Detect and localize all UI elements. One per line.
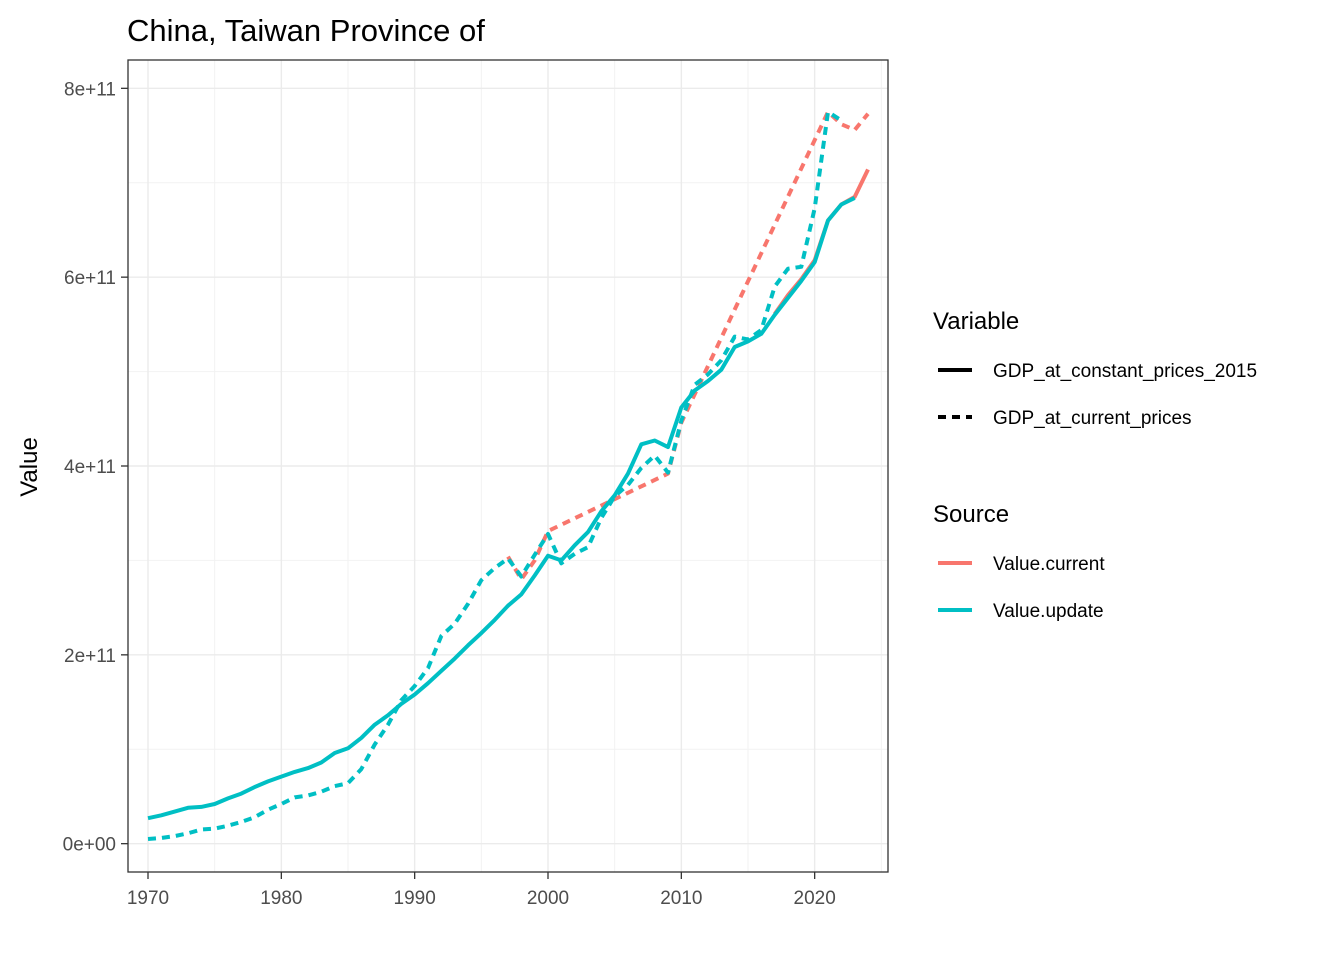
legend-label-value-current: Value.current bbox=[993, 554, 1105, 575]
gridlines bbox=[128, 60, 888, 872]
legend-label-current-prices: GDP_at_current_prices bbox=[993, 408, 1192, 429]
x-tick-label: 2000 bbox=[527, 888, 569, 909]
x-axis: 1970 1980 1990 2000 2010 2020 bbox=[127, 872, 836, 909]
x-tick-label: 2020 bbox=[794, 888, 836, 909]
legend-label-constant-prices: GDP_at_constant_prices_2015 bbox=[993, 361, 1257, 382]
y-tick-label: 6e+11 bbox=[64, 268, 116, 289]
y-tick-label: 8e+11 bbox=[64, 79, 116, 100]
chart-title: China, Taiwan Province of bbox=[127, 13, 485, 48]
x-tick-label: 1990 bbox=[394, 888, 436, 909]
x-tick-label: 2010 bbox=[660, 888, 702, 909]
series-lines bbox=[147, 109, 870, 841]
x-tick-label: 1980 bbox=[260, 888, 302, 909]
y-axis: 0e+00 2e+11 4e+11 6e+11 8e+11 bbox=[63, 79, 128, 856]
legend: Variable GDP_at_constant_prices_2015 GDP… bbox=[933, 308, 1257, 622]
y-tick-label: 0e+00 bbox=[63, 835, 116, 856]
y-axis-title: Value bbox=[16, 437, 43, 497]
legend-label-value-update: Value.update bbox=[993, 601, 1104, 622]
x-tick-label: 1970 bbox=[127, 888, 169, 909]
y-tick-label: 4e+11 bbox=[64, 457, 116, 478]
legend-variable-title: Variable bbox=[933, 308, 1019, 335]
legend-source-title: Source bbox=[933, 501, 1009, 528]
series-line-value-update-current-prices bbox=[147, 109, 843, 841]
y-tick-label: 2e+11 bbox=[64, 646, 116, 667]
series-line-value-update-constant-prices bbox=[147, 196, 856, 821]
